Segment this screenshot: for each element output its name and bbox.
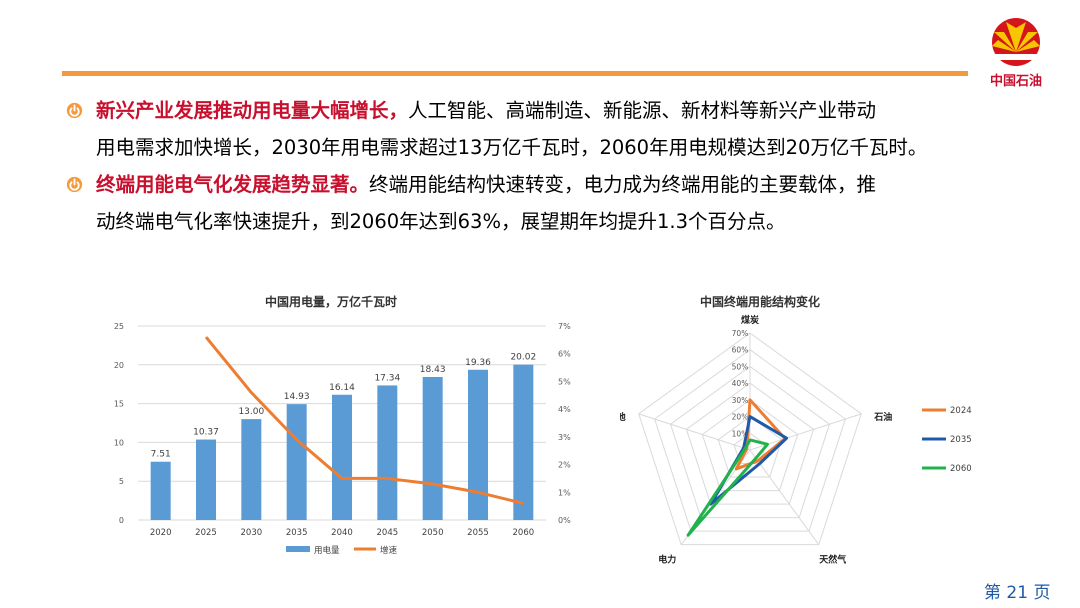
radar-spoke [638,413,751,451]
bullet-power-icon [66,176,83,193]
x-tick-label: 2060 [513,528,535,538]
y2-tick-label: 1% [558,488,571,497]
y-tick-label: 15 [114,400,124,409]
legend-label-growth: 增速 [380,545,398,556]
radar-gridline [669,365,831,519]
growth-line [204,336,524,505]
bar-data-label: 20.02 [510,353,536,363]
company-logo-icon [990,18,1042,66]
bar-data-label: 16.14 [329,383,355,393]
radar-axis-label: 煤炭 [741,314,759,326]
bar-data-label: 17.34 [374,373,400,383]
radar-axis-label: 石油 [873,411,892,423]
y-tick-label: 0 [119,516,124,525]
y2-tick-label: 5% [558,377,571,386]
legend-label-consumption: 用电量 [314,545,340,556]
radar-gridline [638,332,862,546]
bullet-line: 用电需求加快增长，2030年用电需求超过13万亿千瓦时，2060年用电规模达到2… [96,136,928,159]
x-tick-label: 2045 [377,528,399,538]
bullet-list: 新兴产业发展推动用电量大幅增长，人工智能、高端制造、新能源、新材料等新兴产业带动… [66,92,1056,240]
bullet-item: 新兴产业发展推动用电量大幅增长，人工智能、高端制造、新能源、新材料等新兴产业带动… [66,92,1056,166]
y2-tick-label: 4% [558,405,571,414]
bar [513,364,534,520]
logo-text: 中国石油 [989,74,1042,89]
radar-tick-label: 70% [732,329,749,338]
bullet-line: 动终端电气化率快速提升，到2060年达到63%，展望期年均提升1.3个百分点。 [96,210,786,233]
y2-tick-label: 2% [558,461,571,470]
bullet-line: 终端用能电气化发展趋势显著。终端用能结构快速转变，电力成为终端用能的主要载体，推 [96,166,1056,203]
legend-label-2035: 2035 [950,435,972,445]
page-number: 第 21 页 [984,583,1051,603]
x-tick-label: 2055 [467,528,489,538]
x-tick-label: 2020 [150,528,172,538]
bar-data-label: 10.37 [193,428,219,438]
bar-data-label: 7.51 [151,450,171,460]
bar-data-label: 19.36 [465,358,491,368]
radar-axis-label: 天然气 [819,554,846,566]
y-tick-label: 20 [114,361,124,370]
bar-data-label: 13.00 [238,407,264,417]
radar-gridline [654,349,846,532]
x-tick-label: 2035 [286,528,308,538]
electricity-consumption-chart: 中国用电量，万亿千瓦时05101520250%1%2%3%4%5%6%7%7.5… [114,294,571,556]
radar-tick-label: 10% [732,429,749,438]
bullet-item: 终端用能电气化发展趋势显著。终端用能结构快速转变，电力成为终端用能的主要载体，推… [66,166,1056,240]
radar-tick-label: 20% [732,413,749,422]
y2-tick-label: 0% [558,516,571,525]
bullet-line: 新兴产业发展推动用电量大幅增长，人工智能、高端制造、新能源、新材料等新兴产业带动 [96,92,1056,129]
bar [286,404,307,520]
header-accent-bar [62,71,968,76]
y-tick-label: 5 [119,477,124,486]
legend-label-2060: 2060 [950,464,972,474]
radar-gridline [717,415,783,478]
bullet-text: 人工智能、高端制造、新能源、新材料等新兴产业带动 [408,99,877,122]
bar [332,394,352,520]
y2-tick-label: 3% [558,433,571,442]
y2-tick-label: 7% [558,322,571,331]
bar [150,461,171,520]
bullet-text: 终端用能结构快速转变，电力成为终端用能的主要载体，推 [369,173,877,196]
y-tick-label: 10 [114,438,124,447]
bar [422,376,443,520]
bullet-highlight: 终端用能电气化发展趋势显著。 [96,173,370,196]
legend-swatch-consumption [286,546,310,552]
bullet-power-icon [66,102,83,119]
bullet-highlight: 新兴产业发展推动用电量大幅增长， [96,99,409,122]
bar-data-label: 14.93 [284,392,310,402]
radar-gridline [685,382,815,505]
bar-data-label: 18.43 [420,365,446,375]
radar-tick-label: 50% [732,362,749,371]
y2-tick-label: 6% [558,350,571,359]
bar [468,369,488,520]
x-tick-label: 2050 [422,528,444,538]
radar-tick-label: 30% [732,396,749,405]
chart-title: 中国用电量，万亿千瓦时 [265,294,397,309]
legend-label-2024: 2024 [950,406,972,416]
chart-title: 中国终端用能结构变化 [700,294,820,309]
bar [241,419,262,520]
x-tick-label: 2030 [241,528,263,538]
y-tick-label: 25 [114,322,124,331]
x-tick-label: 2025 [195,528,217,538]
bar [377,385,398,520]
radar-axis-label: 电力 [658,554,676,566]
radar-tick-label: 40% [732,379,749,388]
radar-axis-label: 其他 [620,411,626,423]
radar-spoke [749,449,820,545]
radar-gridline [701,399,799,492]
x-tick-label: 2040 [331,528,353,538]
radar-tick-label: 60% [732,346,749,355]
bar [196,439,216,520]
radar-series-2060 [686,438,769,537]
